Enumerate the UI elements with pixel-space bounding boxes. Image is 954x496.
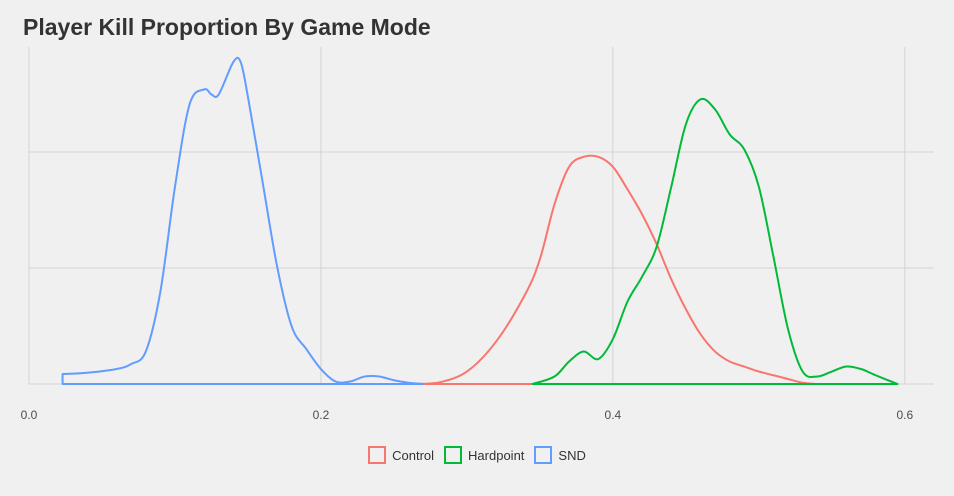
grid-layer <box>28 47 934 385</box>
density-line-snd <box>61 56 425 385</box>
legend: Control Hardpoint SND <box>0 446 954 464</box>
x-tick-label: 0.2 <box>313 408 330 422</box>
x-tick-label: 0.0 <box>21 408 38 422</box>
series-layer <box>61 56 899 385</box>
density-line-control <box>414 154 819 385</box>
chart-title: Player Kill Proportion By Game Mode <box>23 14 431 40</box>
legend-label-control: Control <box>392 447 435 463</box>
density-plot: 0.0 0.2 0.4 0.6 <box>21 47 934 422</box>
x-tick-label: 0.6 <box>896 408 913 422</box>
x-tick-label: 0.4 <box>605 408 622 422</box>
legend-key-control <box>368 446 387 464</box>
legend-item-snd: SND <box>534 446 586 464</box>
legend-label-hardpoint: Hardpoint <box>468 447 525 463</box>
x-axis-ticks: 0.0 0.2 0.4 0.6 <box>21 408 914 422</box>
density-line-hardpoint <box>531 97 899 385</box>
legend-item-control: Control <box>368 446 434 464</box>
legend-key-snd <box>534 446 553 464</box>
legend-key-hardpoint <box>444 446 463 464</box>
legend-label-snd: SND <box>558 447 586 463</box>
legend-item-hardpoint: Hardpoint <box>444 446 524 464</box>
